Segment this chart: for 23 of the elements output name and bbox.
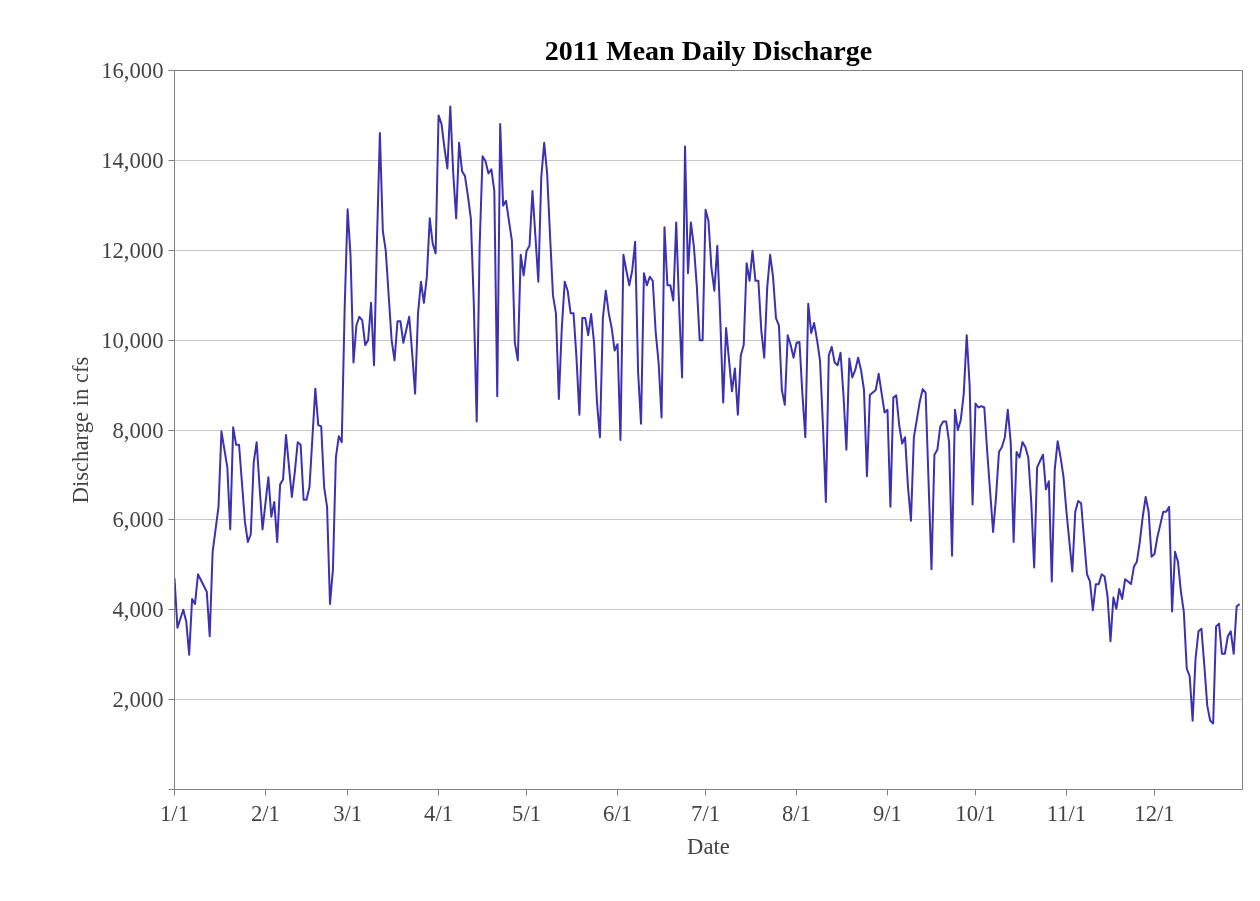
- y-tick-label: 10,000: [101, 327, 164, 353]
- x-tick-label: 9/1: [873, 800, 902, 826]
- x-tick-label: 2/1: [250, 800, 280, 826]
- x-tick-label: 10/1: [955, 800, 996, 826]
- x-tick-label: 5/1: [512, 800, 542, 826]
- x-tick-label: 8/1: [782, 800, 811, 826]
- y-tick-label: 16,000: [101, 58, 164, 83]
- y-tick-label: 4,000: [112, 597, 164, 623]
- y-tick-label: 12,000: [101, 237, 164, 263]
- x-tick-label: 11/1: [1046, 800, 1087, 826]
- y-tick-label: 2,000: [112, 687, 164, 713]
- x-tick-label: 7/1: [691, 800, 721, 826]
- x-tick-label: 1/1: [160, 800, 189, 826]
- y-axis-title: Discharge in cfs: [68, 356, 94, 504]
- x-tick-label: 4/1: [424, 800, 454, 826]
- y-tick-label: 8,000: [112, 417, 164, 443]
- x-tick-label: 3/1: [333, 800, 363, 826]
- x-tick-label: 6/1: [603, 800, 633, 826]
- x-axis-title: Date: [687, 833, 730, 859]
- y-tick-label: 6,000: [112, 507, 164, 533]
- chart-title: 2011 Mean Daily Discharge: [544, 34, 873, 66]
- x-tick-label: 12/1: [1134, 800, 1175, 826]
- y-tick-label: 14,000: [101, 147, 164, 173]
